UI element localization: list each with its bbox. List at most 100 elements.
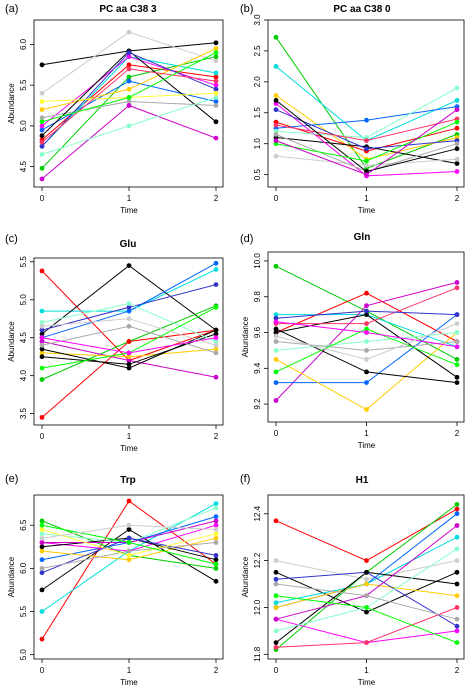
- data-point: [213, 99, 219, 104]
- data-point: [213, 578, 219, 584]
- data-point: [454, 623, 460, 629]
- data-point: [39, 320, 45, 325]
- data-point: [39, 331, 45, 337]
- data-point: [213, 501, 219, 506]
- chart-panel-6: (f) H1 0 1 2 Time 11.8 12.0 12.2 12.4 Abundance: [240, 473, 465, 687]
- data-point: [454, 119, 460, 125]
- data-point: [454, 362, 460, 368]
- data-point: [273, 398, 279, 403]
- data-point: [273, 644, 279, 650]
- data-point: [364, 330, 369, 335]
- data-point: [273, 569, 279, 575]
- x-tick-label: 1: [127, 432, 132, 441]
- data-point: [454, 330, 460, 335]
- data-point: [273, 326, 279, 332]
- data-point: [213, 557, 219, 563]
- x-tick-label: 0: [40, 432, 45, 441]
- data-point: [364, 303, 369, 309]
- data-point: [454, 628, 460, 634]
- data-point: [364, 326, 369, 332]
- data-point: [39, 365, 45, 371]
- data-point: [213, 50, 219, 55]
- data-point: [39, 308, 45, 314]
- data-point: [454, 312, 460, 317]
- x-tick-label: 2: [455, 429, 460, 438]
- data-point: [454, 321, 460, 326]
- data-point: [126, 316, 132, 322]
- data-point: [273, 93, 279, 98]
- data-point: [126, 29, 132, 35]
- y-tick-label: 5.0: [19, 294, 28, 306]
- data-point: [126, 66, 132, 72]
- data-point: [39, 107, 45, 112]
- data-point: [454, 534, 460, 540]
- data-point: [364, 558, 369, 563]
- data-point: [213, 135, 219, 141]
- y-tick-label: 5.0: [19, 649, 28, 661]
- y-tick-label: 1.0: [253, 138, 262, 150]
- chart-panel-2: (b) PC aa C38 0 0 1 2 Time 0.5 1.0 1.5 2.0 2.5 3.0: [240, 3, 465, 215]
- data-point: [126, 263, 132, 268]
- data-point: [126, 74, 132, 80]
- data-point: [39, 548, 45, 554]
- panel-label: (f): [240, 473, 250, 485]
- data-point: [213, 54, 219, 60]
- x-tick-label: 0: [274, 429, 279, 438]
- data-point: [454, 502, 460, 507]
- data-point: [213, 335, 219, 341]
- y-tick-label: 11.8: [253, 646, 262, 662]
- data-point: [454, 161, 460, 166]
- data-point: [273, 593, 279, 599]
- data-point: [364, 569, 369, 575]
- data-point: [454, 506, 460, 512]
- x-tick-label: 0: [40, 666, 45, 675]
- data-point: [126, 358, 132, 363]
- data-point: [213, 339, 219, 344]
- data-point: [454, 125, 460, 131]
- plot-frame: [267, 19, 465, 188]
- x-tick-label: 2: [214, 666, 219, 675]
- panel-label: (b): [240, 3, 253, 15]
- y-tick-label: 12.2: [253, 552, 262, 568]
- y-tick-label: 2.0: [253, 76, 262, 88]
- data-point: [213, 103, 219, 108]
- data-point: [454, 107, 460, 113]
- data-point: [454, 285, 460, 291]
- data-point: [273, 380, 279, 385]
- data-point: [364, 348, 369, 353]
- y-axis-label: Abundance: [7, 83, 16, 124]
- data-point: [39, 636, 45, 642]
- x-axis-label: Time: [120, 678, 138, 687]
- data-point: [364, 593, 369, 599]
- data-point: [39, 527, 45, 532]
- data-point: [213, 505, 219, 511]
- data-point: [39, 133, 45, 139]
- x-tick-label: 2: [214, 194, 219, 203]
- data-point: [273, 616, 279, 622]
- x-tick-label: 0: [40, 194, 45, 203]
- data-point: [273, 357, 279, 362]
- data-point: [39, 350, 45, 356]
- data-point: [126, 50, 132, 55]
- chart-panel-3: (c) Glu 0 1 2 Time 3.5 4.0 4.5 5.0 5.5 Abundance: [5, 233, 224, 453]
- data-point: [213, 327, 219, 333]
- data-point: [273, 369, 279, 375]
- y-tick-label: 1.5: [253, 107, 262, 119]
- data-point: [213, 282, 219, 287]
- panel-label: (e): [5, 473, 18, 485]
- data-point: [213, 304, 219, 310]
- data-point: [273, 107, 279, 113]
- y-tick-label: 12.4: [253, 505, 262, 521]
- data-point: [454, 605, 460, 610]
- chart-title: H1: [356, 475, 369, 486]
- data-point: [39, 531, 45, 537]
- data-point: [273, 605, 279, 610]
- x-tick-label: 2: [214, 432, 219, 441]
- data-point: [364, 158, 369, 164]
- data-point: [126, 323, 132, 329]
- data-point: [273, 312, 279, 317]
- data-point: [454, 146, 460, 152]
- data-point: [273, 34, 279, 40]
- data-point: [273, 640, 279, 645]
